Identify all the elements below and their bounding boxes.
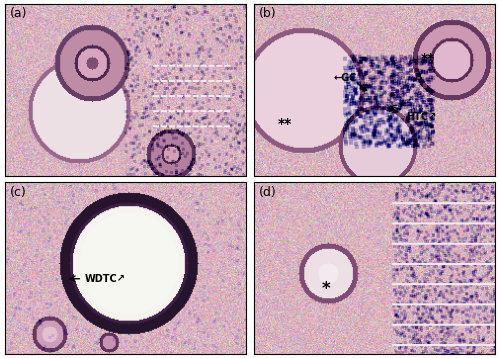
Text: (b): (b)	[258, 7, 276, 20]
Text: HTC↗: HTC↗	[406, 112, 436, 122]
Text: (d): (d)	[258, 186, 276, 199]
Text: **: **	[278, 117, 292, 131]
Text: *: *	[322, 280, 330, 298]
Text: (a): (a)	[10, 7, 28, 20]
Text: WDTC↗: WDTC↗	[84, 274, 126, 284]
Text: ←GC: ←GC	[334, 73, 356, 83]
Text: **: **	[420, 52, 434, 66]
Text: (c): (c)	[10, 186, 26, 199]
